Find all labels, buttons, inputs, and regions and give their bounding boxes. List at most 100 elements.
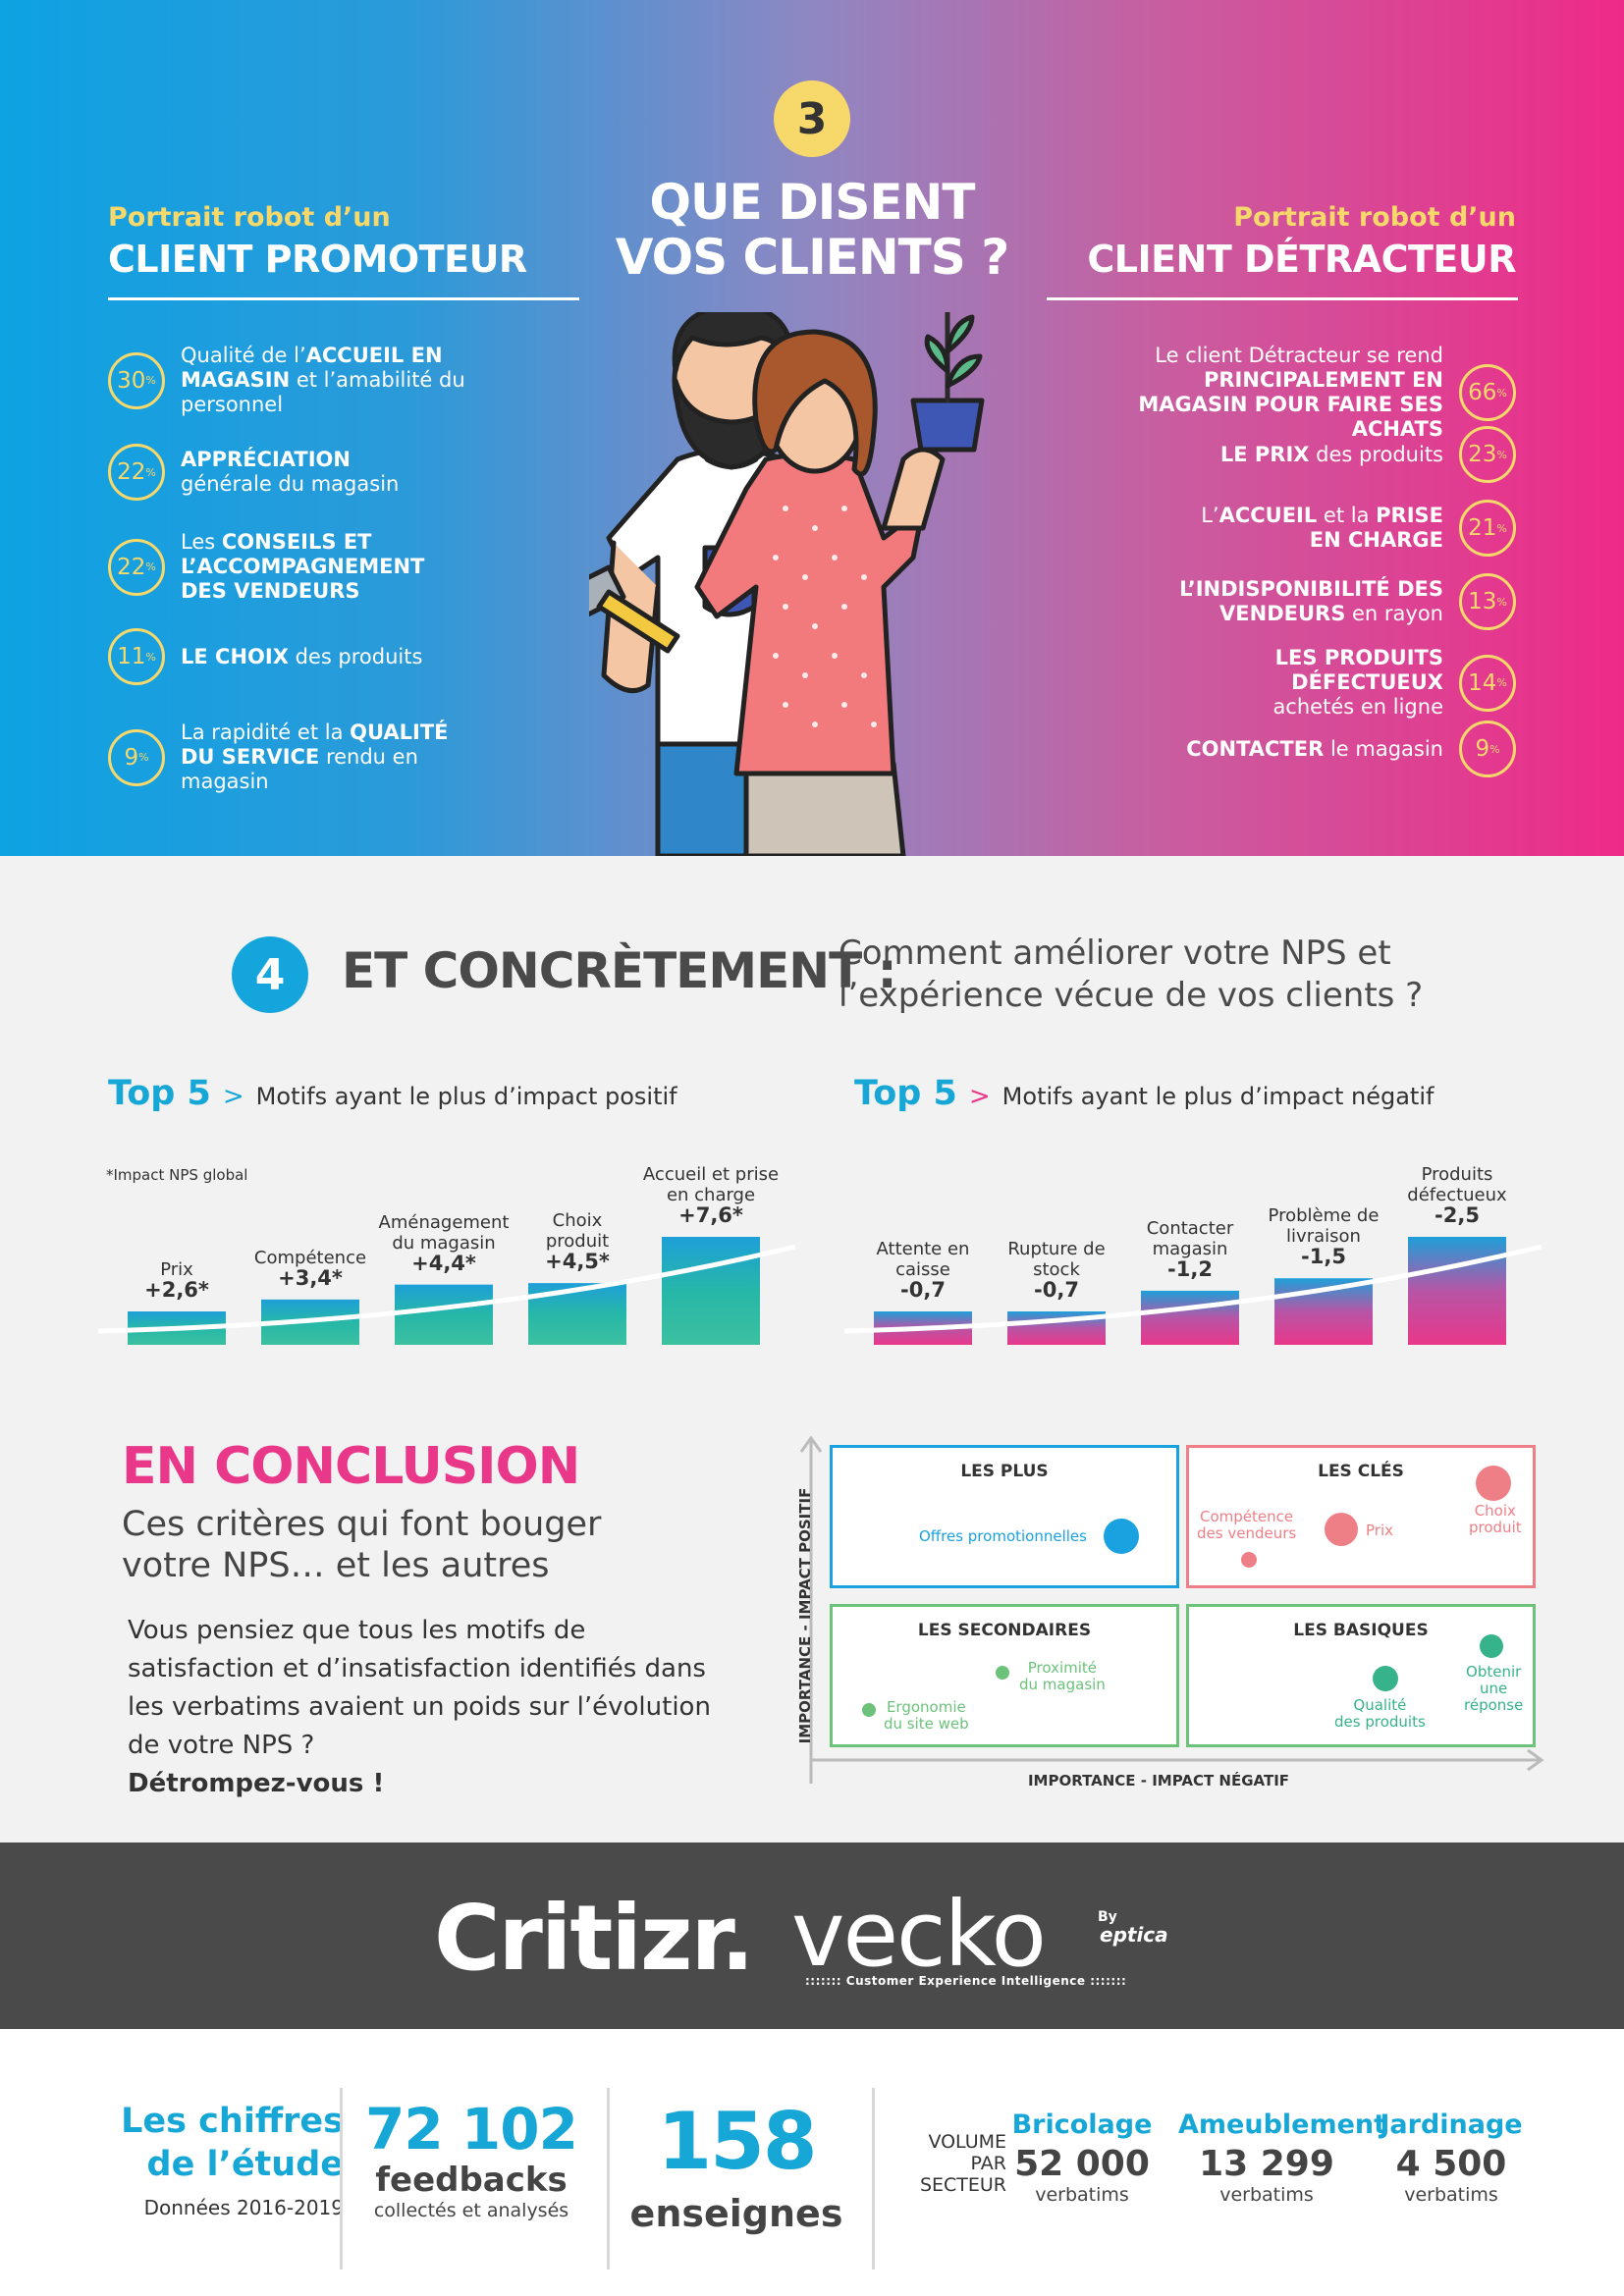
- detractor-title: CLIENT DÉTRACTEUR: [1087, 238, 1516, 281]
- stat-text: Qualité de l’ACCUEIL EN MAGASIN et l’ama…: [181, 344, 465, 416]
- promoter-stat-item: 22% APPRÉCIATION générale du magasin: [108, 444, 520, 501]
- eptica-logo: eptica: [1100, 1923, 1168, 1947]
- label-offres-promotionnelles: Offres promotionnelles: [919, 1527, 1087, 1545]
- dot-offres-promotionnelles: [1104, 1519, 1139, 1554]
- pos-bar-4: [662, 1237, 760, 1345]
- neg-chart-svg: [844, 1237, 1543, 1345]
- neg-bar-value-2: -1,2: [1167, 1256, 1213, 1281]
- pos-bar-value-3: +4,5*: [545, 1250, 610, 1274]
- section-what-clients-say: 3 QUE DISENT VOS CLIENTS ? Portrait robo…: [0, 0, 1624, 856]
- pos-bar-2: [395, 1284, 493, 1345]
- stat-text: APPRÉCIATION générale du magasin: [181, 448, 400, 496]
- detractor-stat-item: 66% Le client Détracteur se rend PRINCIP…: [1064, 344, 1516, 442]
- top5-negative-header: Top 5 > Motifs ayant le plus d’impact né…: [854, 1074, 1435, 1113]
- neg-bar-value-4: -2,5: [1435, 1203, 1480, 1227]
- stat-text: La rapidité et la QUALITÉ DU SERVICE ren…: [181, 721, 449, 793]
- label-qualite-produits: Qualité des produits: [1334, 1696, 1426, 1731]
- pos-bar-label-1: Compétence +3,4*: [237, 1248, 384, 1289]
- promoter-subtitle: Portrait robot d’un: [108, 202, 391, 233]
- detractor-stat-item: 21% L’ACCUEIL et la PRISE EN CHARGE: [1064, 500, 1516, 557]
- detractor-stat-item: 9% CONTACTER le magasin: [1064, 721, 1516, 777]
- stat-text: LES PRODUITS DÉFECTUEUX achetés en ligne: [1272, 646, 1443, 719]
- stat-percent-circle: 13%: [1459, 573, 1516, 630]
- quadrant-les-secondaires: LES SECONDAIRES Ergonomie du site web Pro…: [830, 1604, 1179, 1747]
- stat-percent-circle: 9%: [1459, 721, 1516, 777]
- section-4-subtitle: Comment améliorer votre NPS et l’expérie…: [839, 934, 1424, 1015]
- promoter-stat-item: 30% Qualité de l’ACCUEIL EN MAGASIN et l…: [108, 344, 520, 417]
- promoter-stat-item: 22% Les CONSEILS ET L’ACCOMPAGNEMENT DES…: [108, 530, 520, 604]
- sector-ameublement: Ameublement 13 299 verbatims: [1178, 2109, 1387, 2206]
- feedbacks-count: 72 102: [365, 2096, 578, 2163]
- stat-percent-circle: 66%: [1459, 364, 1516, 421]
- label-competence-vendeurs: Compétence des vendeurs: [1197, 1508, 1297, 1542]
- critizr-logo: Critizr.: [434, 1886, 755, 1991]
- stat-percent-circle: 11%: [108, 628, 165, 685]
- dot-qualite-produits: [1373, 1666, 1398, 1691]
- pos-bar-value-0: +2,6*: [144, 1278, 209, 1302]
- stat-text: LE CHOIX des produits: [181, 644, 423, 668]
- dot-choix-produit: [1476, 1466, 1511, 1501]
- conclusion-title: EN CONCLUSION: [122, 1437, 580, 1496]
- stat-text: Les CONSEILS ET L’ACCOMPAGNEMENT DES VEN…: [181, 530, 425, 603]
- step-3-badge: 3: [774, 80, 850, 157]
- matrix-y-axis-label: IMPORTANCE - IMPACT POSITIF: [796, 1487, 814, 1744]
- dot-competence-vendeurs: [1241, 1552, 1257, 1568]
- pos-bar-3: [528, 1283, 626, 1345]
- vecko-tagline: ::::::: Customer Experience Intelligence…: [805, 1974, 1127, 1988]
- pos-bar-label-4: Accueil et prise en charge +7,6*: [637, 1164, 785, 1226]
- positive-impact-chart: Prix +2,6* Compétence +3,4* Aménagement du ma…: [98, 1129, 805, 1345]
- vecko-by-label: By: [1098, 1909, 1117, 1925]
- importance-matrix: IMPORTANCE - IMPACT POSITIF IMPORTANCE -…: [776, 1428, 1551, 1791]
- label-prix: Prix: [1366, 1522, 1393, 1539]
- step-4-badge: 4: [232, 936, 308, 1013]
- detractor-divider: [1047, 297, 1518, 300]
- detractor-subtitle: Portrait robot d’un: [1233, 202, 1516, 233]
- volume-per-sector-label: VOLUME PAR SECTEUR: [919, 2131, 1006, 2196]
- figures-divider: [607, 2088, 610, 2269]
- neg-bar-label-1: Rupture de stock -0,7: [983, 1239, 1130, 1301]
- neg-bar-2: [1141, 1290, 1239, 1345]
- conclusion-body: Vous pensiez que tous les motifs de sati…: [128, 1616, 711, 1798]
- negative-impact-chart: Attente en caisse -0,7 Rupture de stock -0,7 C…: [844, 1129, 1551, 1345]
- pos-chart-svg: [98, 1237, 796, 1345]
- enseignes-label: enseignes: [629, 2192, 843, 2235]
- stat-percent-circle: 23%: [1459, 426, 1516, 483]
- section-3-title-line1: QUE DISENT: [649, 174, 976, 231]
- feedbacks-sublabel: collectés et analysés: [373, 2200, 569, 2221]
- promoter-divider: [108, 297, 579, 300]
- neg-bar-value-3: -1,5: [1301, 1245, 1346, 1269]
- neg-bar-label-4: Produits défectueux -2,5: [1383, 1164, 1531, 1226]
- detractor-stat-item: 14% LES PRODUITS DÉFECTUEUX achetés en l…: [1064, 646, 1516, 720]
- label-choix-produit: Choix produit: [1469, 1502, 1522, 1536]
- impact-footnote: *Impact NPS global: [106, 1166, 248, 1184]
- neg-bar-label-2: Contacter magasin -1,2: [1116, 1218, 1264, 1280]
- neg-bar-value-1: -0,7: [1034, 1278, 1079, 1302]
- stat-percent-circle: 14%: [1459, 654, 1516, 712]
- feedbacks-label: feedbacks: [375, 2161, 568, 2200]
- stat-text: L’INDISPONIBILITÉ DES VENDEURS en rayon: [1179, 577, 1443, 625]
- dot-ergonomie-site: [862, 1703, 876, 1717]
- promoter-stat-item: 11% LE CHOIX des produits: [108, 628, 520, 685]
- stat-percent-circle: 9%: [108, 728, 165, 786]
- pos-bar-label-3: Choix produit +4,5*: [504, 1210, 651, 1272]
- stat-percent-circle: 22%: [108, 538, 165, 596]
- label-proximite-magasin: Proximité du magasin: [1019, 1659, 1106, 1693]
- conclusion-subtitle: Ces critères qui font bouger votre NPS… …: [122, 1505, 602, 1585]
- neg-bar-label-3: Problème de livraison -1,5: [1250, 1205, 1397, 1267]
- stat-percent-circle: 30%: [108, 351, 165, 409]
- vecko-logo: vecko: [791, 1882, 1047, 1987]
- figures-title: Les chiffres de l’étude: [121, 2102, 344, 2184]
- pos-trend-curve: [98, 1244, 796, 1334]
- pos-bar-value-2: +4,4*: [411, 1251, 476, 1275]
- study-figures: Les chiffres de l’étude Données 2016-201…: [0, 2029, 1624, 2296]
- pos-bar-value-1: +3,4*: [278, 1265, 343, 1290]
- neg-bar-label-0: Attente en caisse -0,7: [849, 1239, 997, 1301]
- quadrant-les-basiques: LES BASIQUES Qualité des produits Obtenir…: [1186, 1604, 1536, 1747]
- promoter-title: CLIENT PROMOTEUR: [108, 238, 527, 281]
- enseignes-count: 158: [657, 2096, 818, 2187]
- pos-bar-label-0: Prix +2,6*: [103, 1259, 250, 1301]
- pos-bar-label-2: Aménagement du magasin +4,4*: [370, 1212, 517, 1274]
- neg-bar-4: [1408, 1237, 1506, 1345]
- neg-trend-curve: [844, 1244, 1543, 1334]
- stat-text: Le client Détracteur se rend PRINCIPALEM…: [1138, 344, 1443, 441]
